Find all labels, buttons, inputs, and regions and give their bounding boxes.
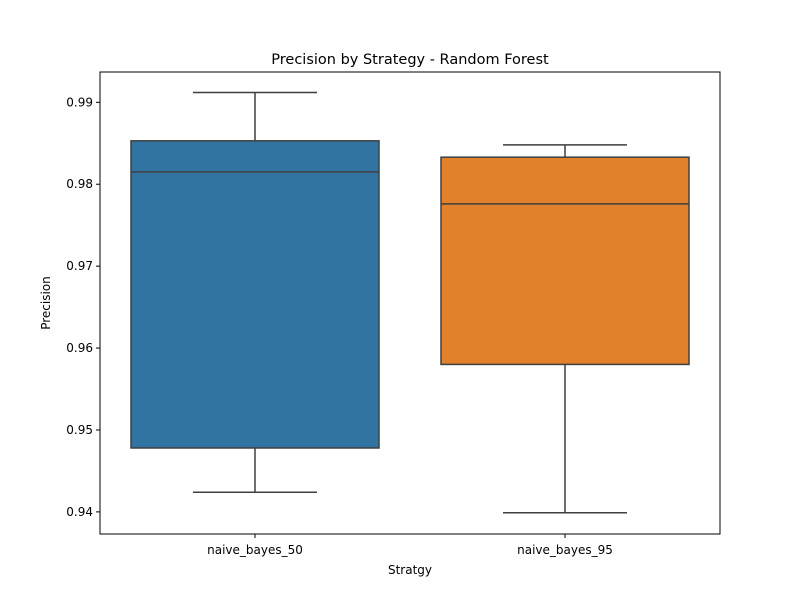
y-axis-label: Precision — [39, 276, 53, 330]
x-axis: naive_bayes_50 naive_bayes_95 — [207, 534, 613, 557]
box-naive_bayes_95 — [440, 144, 690, 514]
box-naive_bayes_50 — [130, 91, 380, 493]
x-tick-label: naive_bayes_50 — [207, 543, 303, 557]
chart-title: Precision by Strategy - Random Forest — [271, 52, 549, 68]
y-tick-label: 0.95 — [66, 423, 93, 437]
x-axis-label: Stratgy — [388, 563, 432, 577]
box-iqr-naive_bayes_50 — [130, 140, 380, 449]
y-tick-label: 0.94 — [66, 505, 93, 519]
y-tick-label: 0.99 — [66, 95, 93, 109]
y-axis: 0.94 0.95 0.96 0.97 0.98 0.99 — [66, 95, 100, 519]
y-tick-label: 0.98 — [66, 177, 93, 191]
plot-area — [130, 91, 690, 514]
y-tick-label: 0.96 — [66, 341, 93, 355]
box-iqr-naive_bayes_95 — [440, 156, 690, 366]
y-tick-label: 0.97 — [66, 259, 93, 273]
plot-frame — [99, 71, 721, 535]
x-tick-label: naive_bayes_95 — [517, 543, 613, 557]
